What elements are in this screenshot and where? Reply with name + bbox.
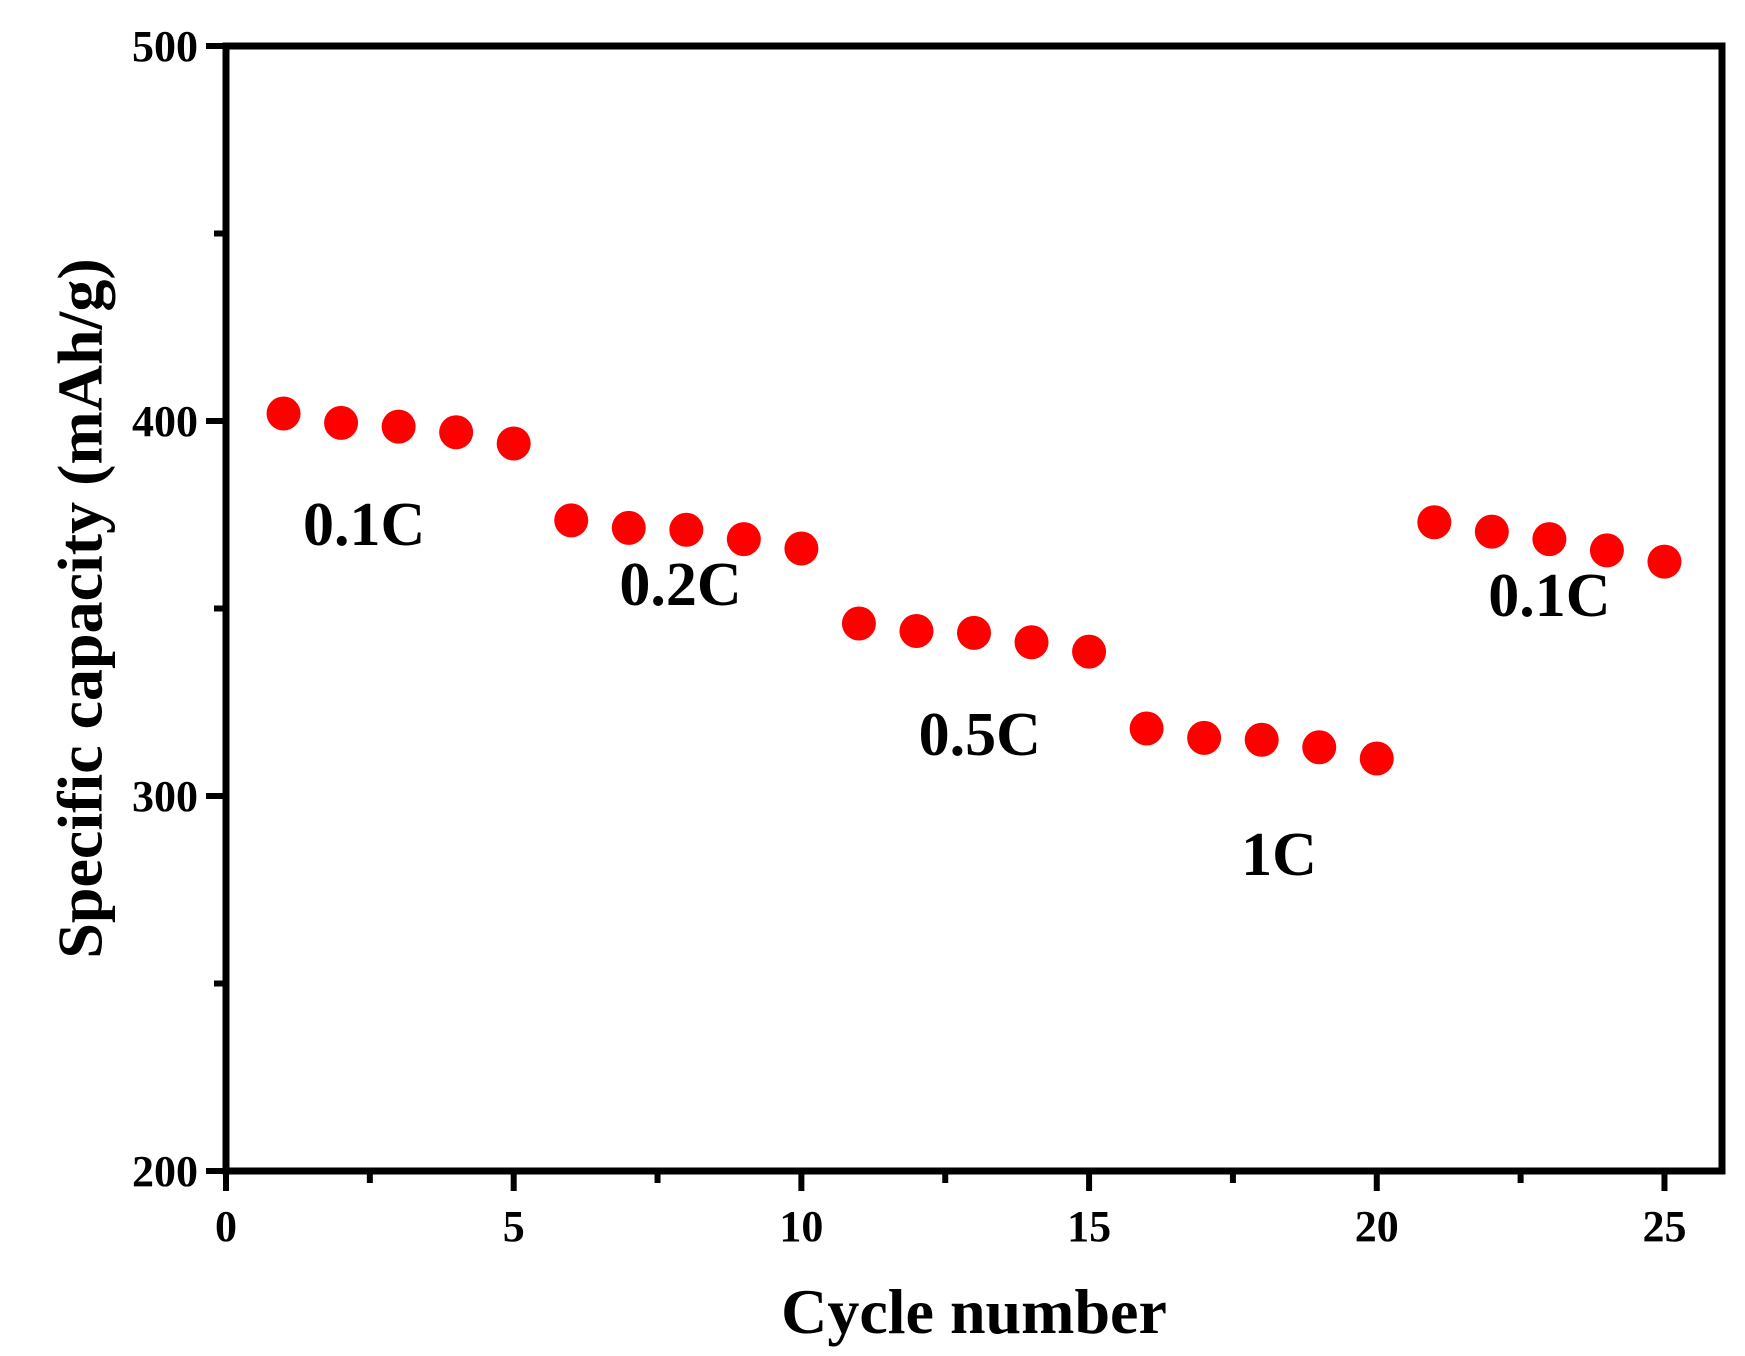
data-point — [1359, 741, 1394, 776]
plot-frame — [222, 42, 1726, 1175]
rate-annotation: 0.2C — [619, 551, 741, 619]
data-point — [496, 426, 531, 461]
rate-annotation: 0.5C — [919, 701, 1041, 769]
data-point — [669, 512, 704, 547]
data-point — [1014, 625, 1049, 660]
data-point — [1474, 514, 1509, 549]
y-tick-label: 500 — [132, 22, 198, 71]
axis-ticks — [206, 43, 1668, 1191]
data-point — [841, 606, 876, 641]
data-point — [784, 531, 819, 566]
data-point — [1187, 720, 1222, 755]
rate-annotation: 0.1C — [1488, 562, 1610, 630]
data-point — [381, 409, 416, 444]
x-tick-label: 0 — [215, 1202, 237, 1251]
rate-annotation: 1C — [1241, 821, 1317, 889]
data-point — [1129, 711, 1164, 746]
x-tick-label: 15 — [1067, 1202, 1111, 1251]
data-point — [1647, 544, 1682, 579]
rate-annotation: 0.1C — [303, 491, 425, 559]
data-point — [324, 405, 359, 440]
x-axis-title: Cycle number — [781, 1276, 1167, 1347]
y-tick-label: 400 — [132, 397, 198, 446]
y-tick-label: 200 — [132, 1147, 198, 1196]
data-point — [266, 396, 301, 431]
x-tick-label: 25 — [1642, 1202, 1686, 1251]
x-tick-label: 20 — [1355, 1202, 1399, 1251]
y-axis-title: Specific capacity (mAh/g) — [45, 258, 116, 958]
x-tick-label: 5 — [503, 1202, 525, 1251]
data-point — [1244, 722, 1279, 757]
tick-labels: 0 5 10 15 20 25 200 300 400 500 — [132, 22, 1686, 1251]
data-point — [957, 615, 991, 650]
x-tick-label: 10 — [779, 1202, 823, 1251]
data-point — [439, 415, 474, 450]
data-point — [1417, 505, 1452, 540]
data-point — [899, 614, 934, 648]
data-point — [726, 522, 761, 557]
rate-annotations: 0.1C 0.2C 0.5C 1C 0.1C — [303, 491, 1611, 889]
y-tick-label: 300 — [132, 772, 198, 821]
data-point — [1302, 730, 1337, 765]
data-point — [554, 503, 589, 538]
data-point — [1532, 522, 1567, 557]
data-points — [266, 396, 1682, 776]
data-point — [1589, 533, 1624, 568]
data-point — [1072, 634, 1107, 669]
data-point — [611, 510, 646, 545]
